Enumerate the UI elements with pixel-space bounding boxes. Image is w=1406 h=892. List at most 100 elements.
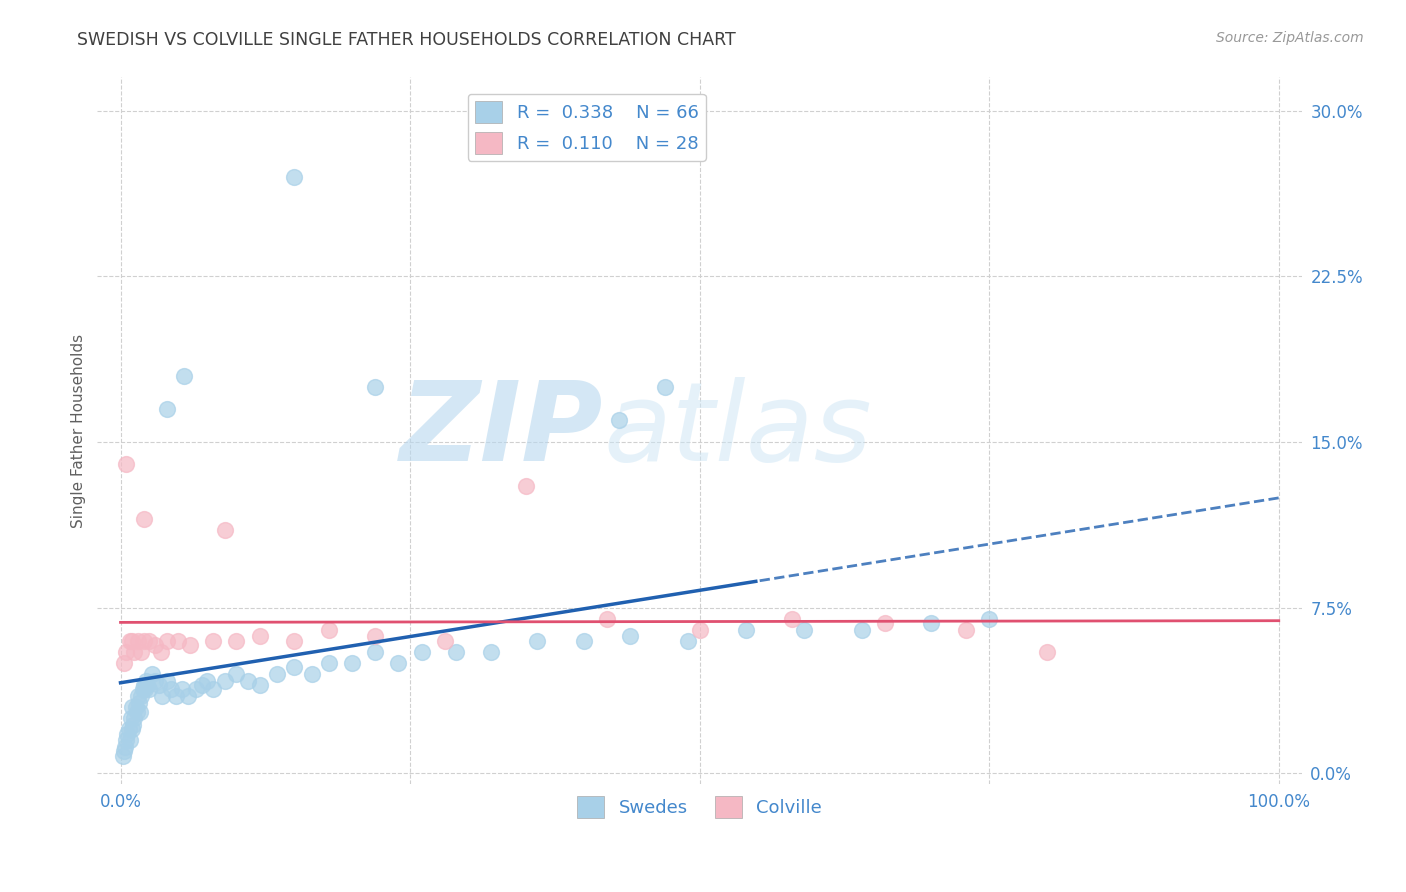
Point <box>132 678 155 692</box>
Point <box>156 633 179 648</box>
Point <box>129 705 152 719</box>
Point <box>515 479 537 493</box>
Point <box>214 524 236 538</box>
Point <box>236 673 259 688</box>
Point <box>249 629 271 643</box>
Point <box>446 645 468 659</box>
Text: Source: ZipAtlas.com: Source: ZipAtlas.com <box>1216 31 1364 45</box>
Point <box>689 623 711 637</box>
Point <box>176 689 198 703</box>
Point <box>120 711 142 725</box>
Point <box>340 656 363 670</box>
Point <box>112 744 135 758</box>
Point <box>112 656 135 670</box>
Point <box>160 682 183 697</box>
Point <box>283 660 305 674</box>
Point <box>117 722 139 736</box>
Point <box>387 656 409 670</box>
Point <box>127 689 149 703</box>
Point <box>131 682 153 697</box>
Point <box>851 623 873 637</box>
Point <box>143 673 166 688</box>
Point <box>225 633 247 648</box>
Point <box>121 722 143 736</box>
Point <box>118 733 141 747</box>
Point <box>190 678 212 692</box>
Point <box>596 612 619 626</box>
Point <box>150 645 173 659</box>
Point <box>364 380 387 394</box>
Point <box>124 645 146 659</box>
Point <box>132 512 155 526</box>
Point <box>979 612 1001 626</box>
Point <box>156 673 179 688</box>
Point <box>122 718 145 732</box>
Point <box>114 739 136 754</box>
Point <box>138 633 160 648</box>
Point <box>138 682 160 697</box>
Point <box>143 638 166 652</box>
Text: atlas: atlas <box>603 377 872 484</box>
Point <box>607 413 630 427</box>
Point <box>150 689 173 703</box>
Point <box>115 733 138 747</box>
Point <box>318 656 340 670</box>
Point <box>266 667 288 681</box>
Point <box>117 726 139 740</box>
Point <box>249 678 271 692</box>
Point <box>135 673 157 688</box>
Point <box>195 673 218 688</box>
Point <box>619 629 641 643</box>
Point <box>124 700 146 714</box>
Point <box>920 616 942 631</box>
Point <box>111 748 134 763</box>
Point <box>479 645 502 659</box>
Point <box>165 689 187 703</box>
Point <box>134 682 156 697</box>
Point <box>132 633 155 648</box>
Point <box>214 673 236 688</box>
Point <box>124 711 146 725</box>
Point <box>179 638 201 652</box>
Point <box>141 667 163 681</box>
Point <box>572 633 595 648</box>
Point <box>782 612 804 626</box>
Point <box>411 645 433 659</box>
Point <box>676 633 699 648</box>
Point <box>283 169 305 184</box>
Point <box>735 623 758 637</box>
Point <box>301 667 323 681</box>
Point <box>364 645 387 659</box>
Point <box>115 457 138 471</box>
Point <box>156 401 179 416</box>
Text: ZIP: ZIP <box>399 377 603 484</box>
Point <box>283 633 305 648</box>
Point <box>148 678 170 692</box>
Point <box>202 682 225 697</box>
Point <box>873 616 896 631</box>
Point <box>125 705 148 719</box>
Point <box>170 682 193 697</box>
Point <box>364 629 387 643</box>
Point <box>173 368 195 383</box>
Point <box>793 623 815 637</box>
Text: SWEDISH VS COLVILLE SINGLE FATHER HOUSEHOLDS CORRELATION CHART: SWEDISH VS COLVILLE SINGLE FATHER HOUSEH… <box>77 31 737 49</box>
Point <box>121 700 143 714</box>
Point <box>131 689 153 703</box>
Point <box>654 380 676 394</box>
Point <box>128 696 150 710</box>
Point <box>433 633 456 648</box>
Point <box>955 623 977 637</box>
Point <box>318 623 340 637</box>
Y-axis label: Single Father Households: Single Father Households <box>72 334 86 528</box>
Point <box>167 633 190 648</box>
Point <box>136 678 159 692</box>
Point <box>131 645 153 659</box>
Point <box>127 633 149 648</box>
Point <box>526 633 548 648</box>
Point <box>184 682 207 697</box>
Point <box>121 633 143 648</box>
Point <box>202 633 225 648</box>
Legend: Swedes, Colville: Swedes, Colville <box>569 789 830 825</box>
Point <box>115 645 138 659</box>
